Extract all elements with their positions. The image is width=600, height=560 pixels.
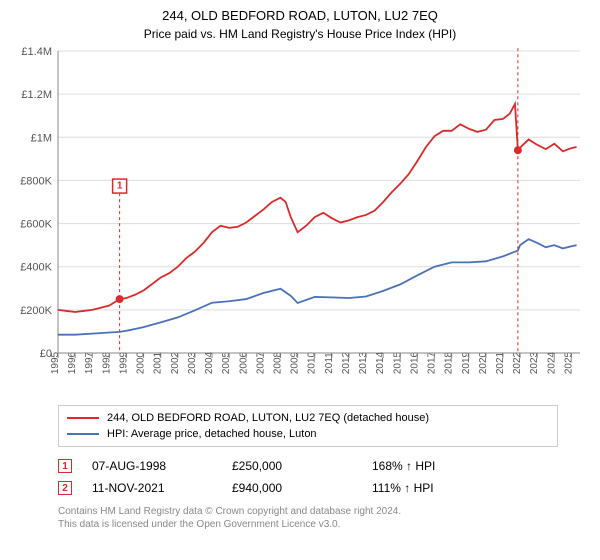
footer-line: This data is licensed under the Open Gov… [58,518,590,531]
svg-text:2007: 2007 [255,351,266,374]
svg-text:2023: 2023 [529,351,540,374]
sale-hpi-delta: 168% ↑ HPI [372,459,512,473]
svg-text:1996: 1996 [67,351,78,374]
svg-text:2014: 2014 [375,351,386,374]
svg-text:£400K: £400K [20,262,52,274]
line-chart: £0£200K£400K£600K£800K£1M£1.2M£1.4M19951… [10,47,590,397]
sales-table: 1 07-AUG-1998 £250,000 168% ↑ HPI 2 11-N… [58,455,558,499]
legend-label: HPI: Average price, detached house, Luto… [107,428,317,440]
svg-text:2018: 2018 [444,351,455,374]
chart-subtitle: Price paid vs. HM Land Registry's House … [10,27,590,41]
svg-text:1: 1 [117,181,123,192]
sale-marker-icon: 2 [58,481,72,495]
svg-text:£600K: £600K [20,219,52,231]
svg-text:£1.2M: £1.2M [21,89,52,101]
svg-text:2012: 2012 [341,351,352,374]
sale-marker-icon: 1 [58,459,72,473]
svg-text:£1.4M: £1.4M [21,47,52,58]
svg-text:2002: 2002 [170,351,181,374]
legend-item: 244, OLD BEDFORD ROAD, LUTON, LU2 7EQ (d… [67,410,549,426]
chart-title: 244, OLD BEDFORD ROAD, LUTON, LU2 7EQ [10,8,590,23]
svg-text:1998: 1998 [101,351,112,374]
svg-text:2022: 2022 [512,351,523,374]
footer-line: Contains HM Land Registry data © Crown c… [58,505,590,518]
table-row: 2 11-NOV-2021 £940,000 111% ↑ HPI [58,477,558,499]
svg-text:2001: 2001 [153,351,164,374]
svg-text:2011: 2011 [324,352,335,374]
svg-text:2006: 2006 [238,351,249,374]
svg-text:£200K: £200K [20,305,52,317]
svg-text:2005: 2005 [221,351,232,374]
svg-text:2010: 2010 [307,351,318,374]
svg-text:£1M: £1M [31,132,52,144]
svg-text:2025: 2025 [563,351,574,374]
sale-date: 11-NOV-2021 [92,481,232,495]
sale-price: £250,000 [232,459,372,473]
svg-text:2003: 2003 [187,351,198,374]
svg-text:2013: 2013 [358,351,369,374]
svg-text:1997: 1997 [84,351,95,374]
footer: Contains HM Land Registry data © Crown c… [58,505,590,531]
svg-text:2019: 2019 [461,351,472,374]
legend: 244, OLD BEDFORD ROAD, LUTON, LU2 7EQ (d… [58,405,558,447]
legend-swatch [67,433,99,435]
sale-date: 07-AUG-1998 [92,459,232,473]
legend-item: HPI: Average price, detached house, Luto… [67,426,549,442]
legend-swatch [67,417,99,419]
svg-text:2008: 2008 [272,351,283,374]
table-row: 1 07-AUG-1998 £250,000 168% ↑ HPI [58,455,558,477]
svg-text:2024: 2024 [546,351,557,374]
svg-text:2016: 2016 [409,351,420,374]
svg-text:2021: 2021 [495,351,506,374]
sale-hpi-delta: 111% ↑ HPI [372,481,512,495]
svg-text:2004: 2004 [204,351,215,374]
chart-area: £0£200K£400K£600K£800K£1M£1.2M£1.4M19951… [10,47,590,397]
svg-text:2000: 2000 [136,351,147,374]
svg-text:2020: 2020 [478,351,489,374]
svg-text:£800K: £800K [20,175,52,187]
svg-text:1995: 1995 [50,351,61,374]
svg-text:2017: 2017 [427,351,438,374]
legend-label: 244, OLD BEDFORD ROAD, LUTON, LU2 7EQ (d… [107,412,429,424]
svg-text:1999: 1999 [118,351,129,374]
sale-price: £940,000 [232,481,372,495]
svg-text:2009: 2009 [290,351,301,374]
svg-text:2015: 2015 [392,351,403,374]
